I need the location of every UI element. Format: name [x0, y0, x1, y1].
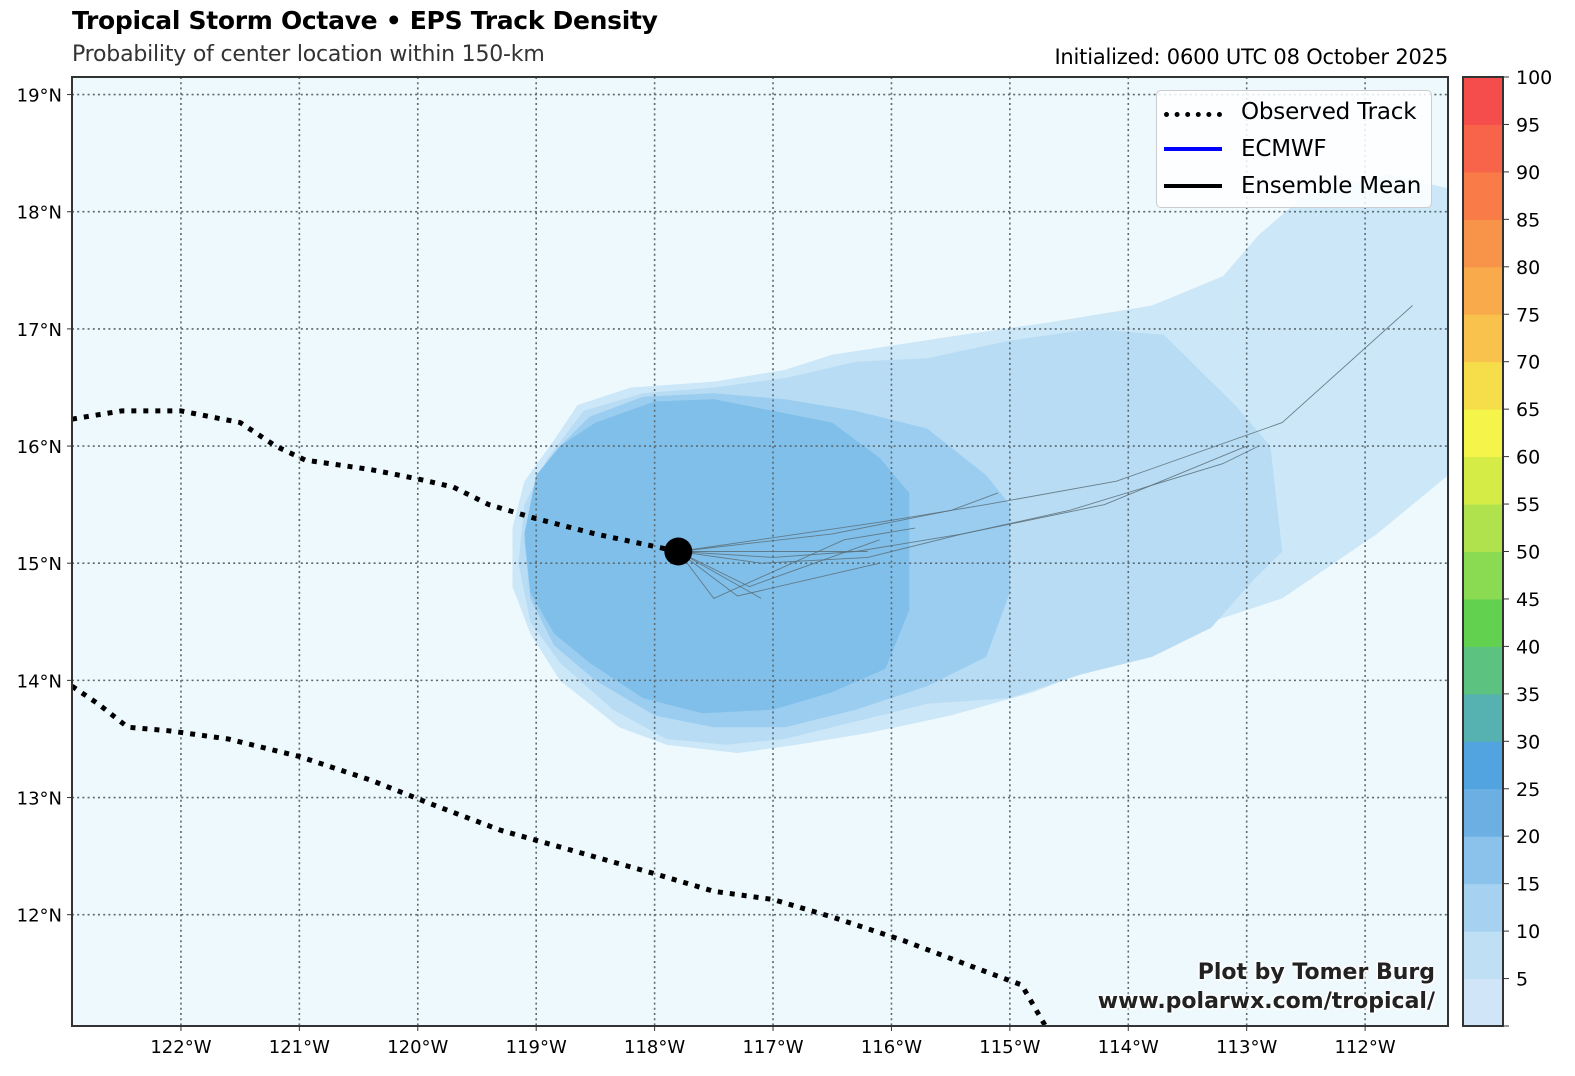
- x-tick-label: 122°W: [150, 1037, 211, 1058]
- y-axis-ticks: 19°N 18°N 17°N 16°N 15°N 14°N 13°N 12°N: [17, 86, 72, 927]
- y-tick-label: 12°N: [17, 906, 62, 927]
- density-contour-20: [524, 399, 910, 714]
- colorbar-bin: [1463, 266, 1503, 315]
- colorbar-bin: [1463, 314, 1503, 363]
- y-tick-label: 16°N: [17, 437, 62, 458]
- colorbar-tick-label: 15: [1516, 874, 1540, 896]
- x-tick-label: 120°W: [387, 1037, 448, 1058]
- ensemble-member-track: [677, 527, 916, 599]
- chart-subtitle: Probability of center location within 15…: [72, 42, 545, 67]
- storm-center-layer: [664, 537, 693, 566]
- x-tick-label: 117°W: [742, 1037, 803, 1058]
- colorbar-tick-label: 20: [1516, 826, 1540, 848]
- dotted-line-icon: [1164, 112, 1222, 117]
- colorbar-tick-label: 85: [1516, 209, 1540, 231]
- observed-track-northern-track: [72, 408, 679, 554]
- colorbar-tick-label: 25: [1516, 779, 1540, 801]
- colorbar-tick-label: 100: [1516, 67, 1552, 89]
- ensemble-member-track: [678, 492, 999, 552]
- colorbar-tick-label: 35: [1516, 684, 1540, 706]
- credit-author: Plot by Tomer Burg: [1197, 960, 1435, 985]
- colorbar-bin: [1463, 598, 1503, 647]
- ensemble-member-track: [678, 305, 1413, 552]
- colorbar-bin: [1463, 124, 1503, 173]
- x-tick-label: 118°W: [624, 1037, 685, 1058]
- colorbar-tick-label: 90: [1516, 162, 1540, 184]
- colorbar: 5 10 15 20 25 30 35 40 45 50 55 60 65 70 75 80 85 90 95 100: [1462, 67, 1552, 1027]
- y-tick-label: 17°N: [17, 320, 62, 341]
- colorbar-bin: [1463, 171, 1503, 220]
- colorbar-tick-label: 70: [1516, 352, 1540, 374]
- colorbar-bin: [1463, 219, 1503, 268]
- colorbar-tick-label: 75: [1516, 304, 1540, 326]
- ensemble-member-track: [678, 539, 880, 588]
- colorbar-tick-label: 95: [1516, 114, 1540, 136]
- x-tick-label: 121°W: [269, 1037, 330, 1058]
- colorbar-tick-label: 30: [1516, 731, 1540, 753]
- observed-tracks: [72, 408, 1048, 1026]
- ensemble-member-track: [678, 445, 1247, 564]
- colorbar-bin: [1463, 931, 1503, 980]
- ensemble-member-track: [678, 551, 762, 599]
- colorbar-tick-label: 5: [1516, 969, 1528, 991]
- storm-center-marker: [664, 537, 693, 566]
- x-tick-label: 114°W: [1098, 1037, 1159, 1058]
- colorbar-tick-label: 10: [1516, 921, 1540, 943]
- y-tick-label: 15°N: [17, 554, 62, 575]
- colorbar-tick-label: 80: [1516, 257, 1540, 279]
- ensemble-member-track: [678, 551, 880, 597]
- colorbar-bin: [1463, 504, 1503, 552]
- legend-label: ECMWF: [1241, 136, 1327, 162]
- y-tick-label: 13°N: [17, 789, 62, 810]
- colorbar-bin: [1463, 693, 1503, 742]
- colorbar-bin: [1463, 883, 1503, 932]
- colorbar-bin: [1463, 741, 1503, 790]
- colorbar-tick-label: 55: [1516, 494, 1540, 516]
- colorbar-bin: [1463, 788, 1503, 837]
- colorbar-bin: [1463, 836, 1503, 885]
- credit-url[interactable]: www.polarwx.com/tropical/: [1097, 989, 1435, 1014]
- colorbar-bin: [1463, 361, 1503, 410]
- plot-frame: [71, 76, 1449, 1027]
- colorbar-tick-label: 65: [1516, 399, 1540, 421]
- x-tick-label: 116°W: [861, 1037, 922, 1058]
- blue-line-icon: [1164, 147, 1222, 151]
- x-axis-ticks: 122°W 121°W 120°W 119°W 118°W 117°W 116°W 115°W…: [150, 1026, 1396, 1058]
- legend-label: Observed Track: [1241, 99, 1417, 125]
- colorbar-bin: [1463, 77, 1503, 125]
- y-tick-label: 19°N: [17, 86, 62, 107]
- ensemble-member-tracks: [677, 305, 1413, 599]
- colorbar-bin: [1463, 978, 1503, 1027]
- x-tick-label: 113°W: [1216, 1037, 1277, 1058]
- black-line-icon: [1164, 184, 1222, 188]
- colorbar-tick-label: 50: [1516, 542, 1540, 564]
- y-tick-label: 18°N: [17, 203, 62, 224]
- colorbar-tick-label: 60: [1516, 447, 1540, 469]
- colorbar-bin: [1463, 646, 1503, 695]
- y-tick-label: 14°N: [17, 671, 62, 692]
- chart-title: Tropical Storm Octave • EPS Track Densit…: [72, 6, 658, 35]
- legend: Observed Track ECMWF Ensemble Mean: [1156, 90, 1432, 208]
- colorbar-tick-label: 45: [1516, 589, 1540, 611]
- colorbar-bin: [1463, 409, 1503, 458]
- track-density-layer: [512, 174, 1448, 753]
- x-tick-label: 119°W: [506, 1037, 567, 1058]
- legend-label: Ensemble Mean: [1241, 173, 1422, 199]
- initialized-time: Initialized: 0600 UTC 08 October 2025: [1054, 45, 1448, 69]
- observed-track-southern-track: [72, 684, 1048, 1026]
- x-tick-label: 112°W: [1335, 1037, 1396, 1058]
- colorbar-tick-label: 40: [1516, 636, 1540, 658]
- colorbar-bin: [1463, 456, 1503, 505]
- x-tick-label: 115°W: [979, 1037, 1040, 1058]
- colorbar-bin: [1463, 551, 1503, 600]
